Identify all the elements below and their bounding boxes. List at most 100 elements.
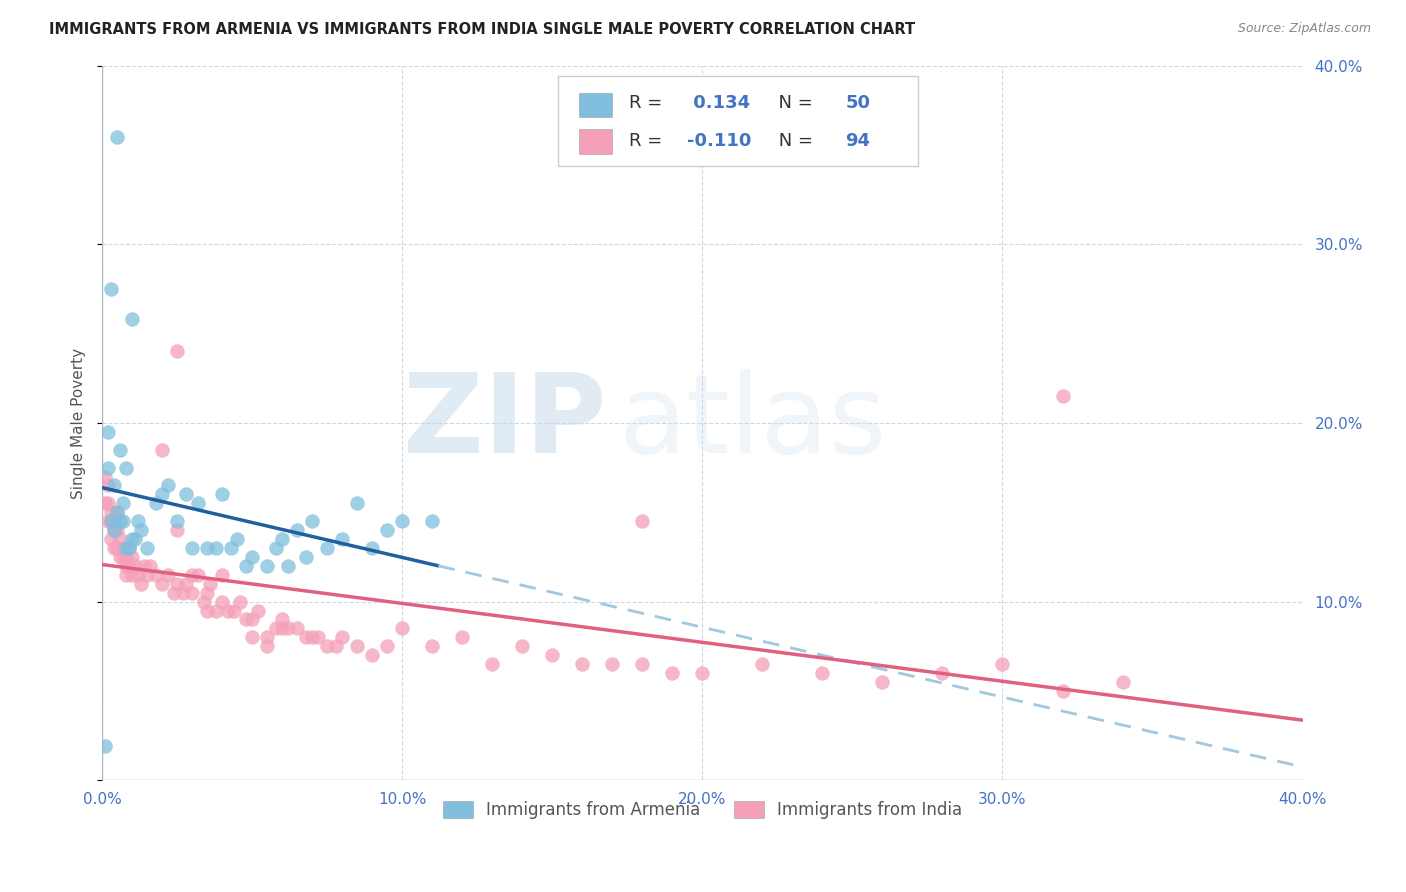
Point	[205, 603, 228, 617]
Point	[285, 523, 308, 537]
Point	[224, 603, 246, 617]
Point	[271, 532, 294, 546]
Point	[145, 567, 167, 582]
Point	[391, 622, 413, 636]
Point	[181, 585, 204, 599]
Point	[129, 523, 152, 537]
Legend: Immigrants from Armenia, Immigrants from India: Immigrants from Armenia, Immigrants from…	[436, 794, 969, 826]
Point	[103, 514, 125, 528]
Point	[1052, 684, 1074, 698]
Point	[150, 487, 173, 501]
Point	[316, 640, 339, 654]
Point	[124, 532, 146, 546]
Point	[256, 631, 278, 645]
Point	[991, 657, 1014, 672]
Point	[226, 532, 249, 546]
Point	[115, 558, 138, 573]
Point	[127, 514, 149, 528]
Point	[150, 576, 173, 591]
Point	[105, 505, 128, 519]
Point	[110, 514, 132, 528]
Point	[112, 496, 135, 510]
Point	[295, 549, 318, 564]
Point	[94, 469, 117, 483]
Point	[277, 558, 299, 573]
Text: 94: 94	[845, 132, 870, 150]
Point	[361, 648, 384, 663]
Point	[105, 505, 128, 519]
Point	[166, 523, 188, 537]
Point	[181, 567, 204, 582]
Point	[100, 514, 122, 528]
Point	[301, 631, 323, 645]
Point	[94, 739, 117, 754]
Point	[751, 657, 773, 672]
Point	[193, 594, 215, 608]
Point	[229, 594, 252, 608]
Point	[112, 514, 135, 528]
Point	[100, 514, 122, 528]
Point	[115, 549, 138, 564]
Point	[118, 541, 141, 555]
Point	[541, 648, 564, 663]
Point	[481, 657, 503, 672]
Point	[100, 282, 122, 296]
Point	[121, 549, 143, 564]
Point	[97, 425, 120, 439]
Point	[571, 657, 593, 672]
Point	[325, 640, 347, 654]
Point	[118, 558, 141, 573]
Point	[240, 631, 263, 645]
Point	[136, 567, 159, 582]
Point	[110, 532, 132, 546]
Point	[346, 640, 368, 654]
Point	[235, 612, 257, 626]
Text: R =: R =	[628, 95, 668, 112]
Point	[150, 442, 173, 457]
Point	[277, 622, 299, 636]
Y-axis label: Single Male Poverty: Single Male Poverty	[72, 347, 86, 499]
Point	[205, 541, 228, 555]
Point	[195, 541, 218, 555]
Point	[112, 549, 135, 564]
Text: IMMIGRANTS FROM ARMENIA VS IMMIGRANTS FROM INDIA SINGLE MALE POVERTY CORRELATION: IMMIGRANTS FROM ARMENIA VS IMMIGRANTS FR…	[49, 22, 915, 37]
Text: N =: N =	[773, 132, 818, 150]
Point	[200, 576, 222, 591]
Point	[872, 675, 894, 690]
Point	[97, 478, 120, 492]
Point	[110, 442, 132, 457]
Point	[97, 496, 120, 510]
Point	[166, 514, 188, 528]
Point	[100, 505, 122, 519]
Point	[512, 640, 534, 654]
FancyBboxPatch shape	[579, 129, 613, 153]
Point	[115, 460, 138, 475]
Point	[124, 558, 146, 573]
Point	[256, 640, 278, 654]
Point	[103, 478, 125, 492]
Point	[375, 640, 398, 654]
Point	[121, 532, 143, 546]
Point	[145, 496, 167, 510]
Point	[285, 622, 308, 636]
Point	[163, 585, 186, 599]
Point	[391, 514, 413, 528]
Point	[235, 558, 257, 573]
Point	[94, 496, 117, 510]
Point	[103, 523, 125, 537]
Point	[661, 666, 683, 681]
Point	[105, 541, 128, 555]
Point	[121, 312, 143, 326]
Point	[121, 567, 143, 582]
Point	[211, 487, 233, 501]
Point	[316, 541, 339, 555]
Point	[166, 344, 188, 359]
Point	[1052, 389, 1074, 403]
Point	[97, 460, 120, 475]
Point	[631, 514, 654, 528]
Point	[105, 523, 128, 537]
Text: 50: 50	[845, 95, 870, 112]
Point	[115, 541, 138, 555]
Point	[1111, 675, 1133, 690]
Text: atlas: atlas	[619, 369, 887, 476]
